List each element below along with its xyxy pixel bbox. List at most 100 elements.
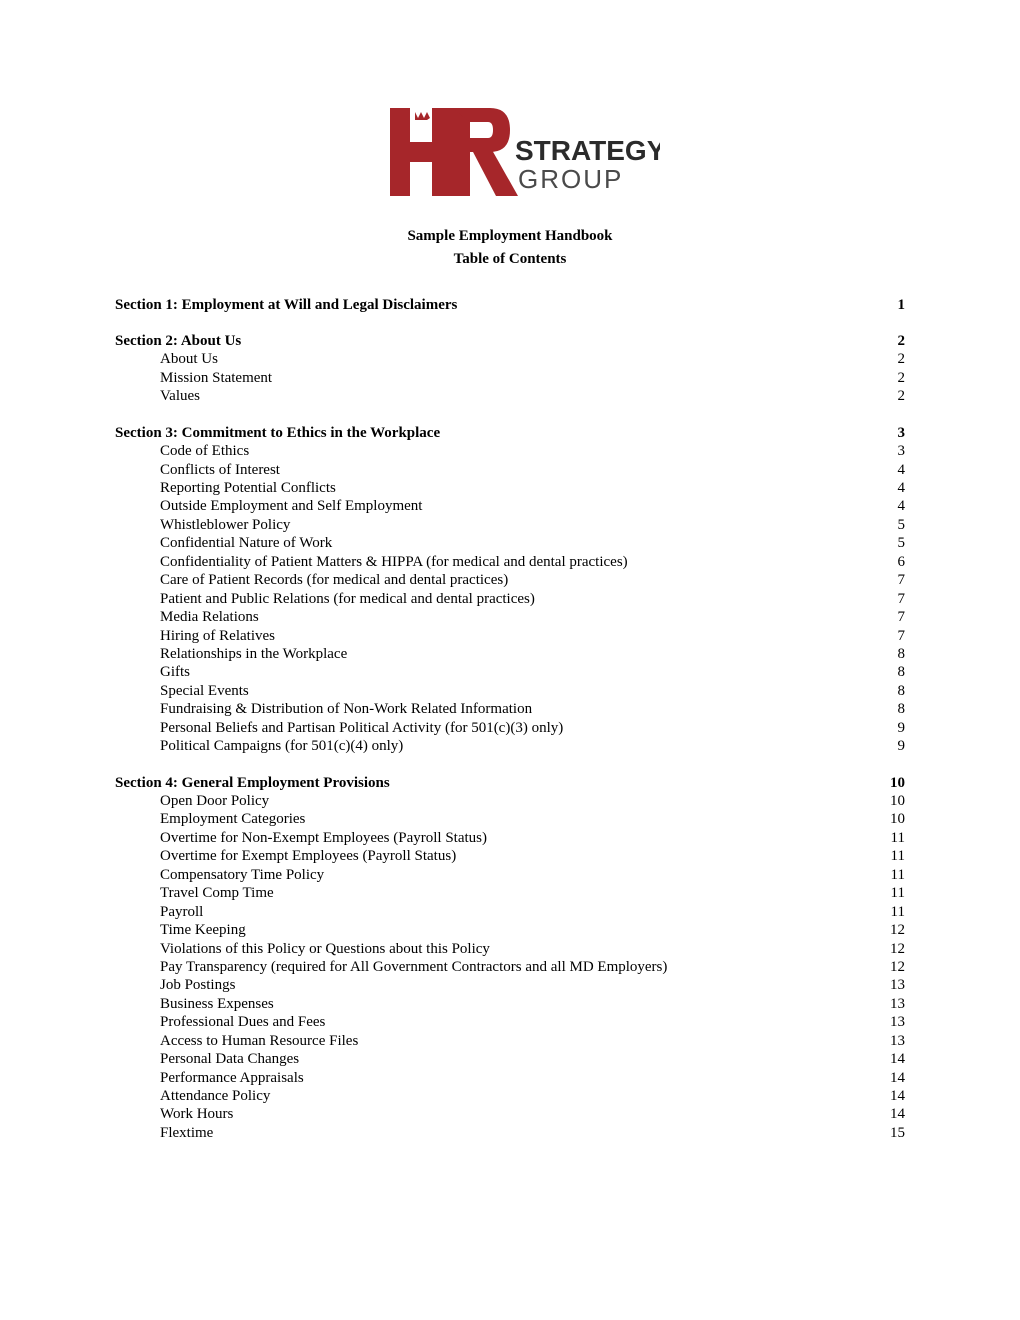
toc-entry[interactable]: Travel Comp Time11 bbox=[115, 884, 905, 902]
toc-entry-page: 2 bbox=[885, 350, 905, 368]
toc-entry[interactable]: Access to Human Resource Files13 bbox=[115, 1032, 905, 1050]
toc-entry[interactable]: Performance Appraisals14 bbox=[115, 1069, 905, 1087]
toc-section-page: 2 bbox=[885, 332, 905, 350]
toc-entry[interactable]: Open Door Policy10 bbox=[115, 792, 905, 810]
toc-entry[interactable]: Code of Ethics3 bbox=[115, 442, 905, 460]
toc-section-heading[interactable]: Section 1: Employment at Will and Legal … bbox=[115, 296, 905, 314]
toc-entry[interactable]: Overtime for Non-Exempt Employees (Payro… bbox=[115, 829, 905, 847]
toc-entry-label: Hiring of Relatives bbox=[160, 627, 275, 645]
toc-entry-page: 8 bbox=[885, 682, 905, 700]
toc-entry[interactable]: Reporting Potential Conflicts4 bbox=[115, 479, 905, 497]
toc-entry-page: 12 bbox=[885, 940, 905, 958]
toc-entry[interactable]: Fundraising & Distribution of Non-Work R… bbox=[115, 700, 905, 718]
logo-group-text: GROUP bbox=[518, 164, 623, 194]
toc-entry-label: Performance Appraisals bbox=[160, 1069, 304, 1087]
toc-entry-label: Values bbox=[160, 387, 200, 405]
toc-entry[interactable]: Mission Statement2 bbox=[115, 369, 905, 387]
toc-entry-page: 7 bbox=[885, 590, 905, 608]
toc-entry-label: About Us bbox=[160, 350, 218, 368]
toc-entry[interactable]: Compensatory Time Policy11 bbox=[115, 866, 905, 884]
toc-entry[interactable]: Whistleblower Policy5 bbox=[115, 516, 905, 534]
document-title: Sample Employment Handbook bbox=[115, 227, 905, 247]
toc-entry-label: Open Door Policy bbox=[160, 792, 269, 810]
toc-section-heading[interactable]: Section 2: About Us 2 bbox=[115, 332, 905, 350]
toc-section-label: Section 3: Commitment to Ethics in the W… bbox=[115, 424, 440, 442]
toc-entry-page: 9 bbox=[885, 737, 905, 755]
toc-entry-page: 7 bbox=[885, 627, 905, 645]
toc-entry[interactable]: Attendance Policy14 bbox=[115, 1087, 905, 1105]
logo-container: STRATEGY GROUP bbox=[115, 100, 905, 215]
toc-entry[interactable]: Confidential Nature of Work5 bbox=[115, 534, 905, 552]
toc-entry[interactable]: Time Keeping12 bbox=[115, 921, 905, 939]
toc-entry-page: 7 bbox=[885, 571, 905, 589]
toc-entry[interactable]: Media Relations 7 bbox=[115, 608, 905, 626]
toc-entry[interactable]: About Us 2 bbox=[115, 350, 905, 368]
toc-entry[interactable]: Employment Categories10 bbox=[115, 810, 905, 828]
toc-entry-page: 7 bbox=[885, 608, 905, 626]
toc-entry[interactable]: Gifts8 bbox=[115, 663, 905, 681]
toc-entry[interactable]: Confidentiality of Patient Matters & HIP… bbox=[115, 553, 905, 571]
document-subtitle: Table of Contents bbox=[115, 251, 905, 268]
toc-entry[interactable]: Special Events8 bbox=[115, 682, 905, 700]
hr-strategy-group-logo: STRATEGY GROUP bbox=[360, 100, 660, 210]
toc-entry[interactable]: Professional Dues and Fees13 bbox=[115, 1013, 905, 1031]
toc-entry[interactable]: Values2 bbox=[115, 387, 905, 405]
toc-section-page: 3 bbox=[885, 424, 905, 442]
toc-entry[interactable]: Violations of this Policy or Questions a… bbox=[115, 940, 905, 958]
toc-entry-label: Care of Patient Records (for medical and… bbox=[160, 571, 508, 589]
toc-entry-page: 11 bbox=[885, 847, 905, 865]
toc-entry[interactable]: Job Postings 13 bbox=[115, 976, 905, 994]
toc-entry[interactable]: Conflicts of Interest4 bbox=[115, 461, 905, 479]
toc-entry-label: Flextime bbox=[160, 1124, 213, 1142]
toc-entry-label: Patient and Public Relations (for medica… bbox=[160, 590, 535, 608]
toc-entry[interactable]: Care of Patient Records (for medical and… bbox=[115, 571, 905, 589]
toc-entry-page: 14 bbox=[885, 1050, 905, 1068]
toc-entry[interactable]: Personal Data Changes 14 bbox=[115, 1050, 905, 1068]
toc-entry-page: 13 bbox=[885, 1013, 905, 1031]
toc-entry[interactable]: Hiring of Relatives 7 bbox=[115, 627, 905, 645]
toc-entry[interactable]: Political Campaigns (for 501(c)(4) only)… bbox=[115, 737, 905, 755]
toc-entry-label: Pay Transparency (required for All Gover… bbox=[160, 958, 667, 976]
toc-entry-label: Gifts bbox=[160, 663, 190, 681]
toc-entry-label: Work Hours bbox=[160, 1105, 233, 1123]
toc-entry-label: Job Postings bbox=[160, 976, 235, 994]
toc-entry-page: 14 bbox=[885, 1105, 905, 1123]
toc-section-heading[interactable]: Section 3: Commitment to Ethics in the W… bbox=[115, 424, 905, 442]
toc-entry[interactable]: Flextime15 bbox=[115, 1124, 905, 1142]
toc-entry[interactable]: Pay Transparency (required for All Gover… bbox=[115, 958, 905, 976]
toc-entry-page: 13 bbox=[885, 976, 905, 994]
toc-entry-page: 13 bbox=[885, 1032, 905, 1050]
toc-section-label: Section 2: About Us bbox=[115, 332, 241, 350]
toc-entry-page: 4 bbox=[885, 479, 905, 497]
toc-entry[interactable]: Relationships in the Workplace8 bbox=[115, 645, 905, 663]
toc-entry[interactable]: Business Expenses13 bbox=[115, 995, 905, 1013]
toc-entry-label: Fundraising & Distribution of Non-Work R… bbox=[160, 700, 532, 718]
toc-entry-label: Payroll bbox=[160, 903, 203, 921]
toc-entry[interactable]: Outside Employment and Self Employment4 bbox=[115, 497, 905, 515]
toc-entry-label: Media Relations bbox=[160, 608, 259, 626]
toc-entry-page: 3 bbox=[885, 442, 905, 460]
toc-entry-label: Overtime for Exempt Employees (Payroll S… bbox=[160, 847, 456, 865]
toc-entry[interactable]: Personal Beliefs and Partisan Political … bbox=[115, 719, 905, 737]
toc-entry-page: 12 bbox=[885, 958, 905, 976]
toc-entry-page: 12 bbox=[885, 921, 905, 939]
toc-entry-page: 11 bbox=[885, 884, 905, 902]
toc-section-label: Section 1: Employment at Will and Legal … bbox=[115, 296, 457, 314]
toc-entry-page: 2 bbox=[885, 369, 905, 387]
toc-entry-page: 5 bbox=[885, 534, 905, 552]
toc-entry-page: 14 bbox=[885, 1087, 905, 1105]
toc-entry-label: Confidentiality of Patient Matters & HIP… bbox=[160, 553, 628, 571]
toc-section: Section 2: About Us2About Us2Mission Sta… bbox=[115, 332, 905, 406]
toc-entry[interactable]: Overtime for Exempt Employees (Payroll S… bbox=[115, 847, 905, 865]
toc-section-heading[interactable]: Section 4: General Employment Provisions… bbox=[115, 774, 905, 792]
toc-entry[interactable]: Patient and Public Relations (for medica… bbox=[115, 590, 905, 608]
toc-entry-label: Personal Data Changes bbox=[160, 1050, 299, 1068]
toc-entry-label: Overtime for Non-Exempt Employees (Payro… bbox=[160, 829, 487, 847]
toc-entry[interactable]: Work Hours 14 bbox=[115, 1105, 905, 1123]
toc-entry-page: 10 bbox=[885, 810, 905, 828]
toc-entry-label: Compensatory Time Policy bbox=[160, 866, 324, 884]
logo-strategy-text: STRATEGY bbox=[515, 135, 660, 166]
toc-entry[interactable]: Payroll11 bbox=[115, 903, 905, 921]
table-of-contents: Section 1: Employment at Will and Legal … bbox=[115, 296, 905, 1143]
toc-entry-label: Conflicts of Interest bbox=[160, 461, 280, 479]
